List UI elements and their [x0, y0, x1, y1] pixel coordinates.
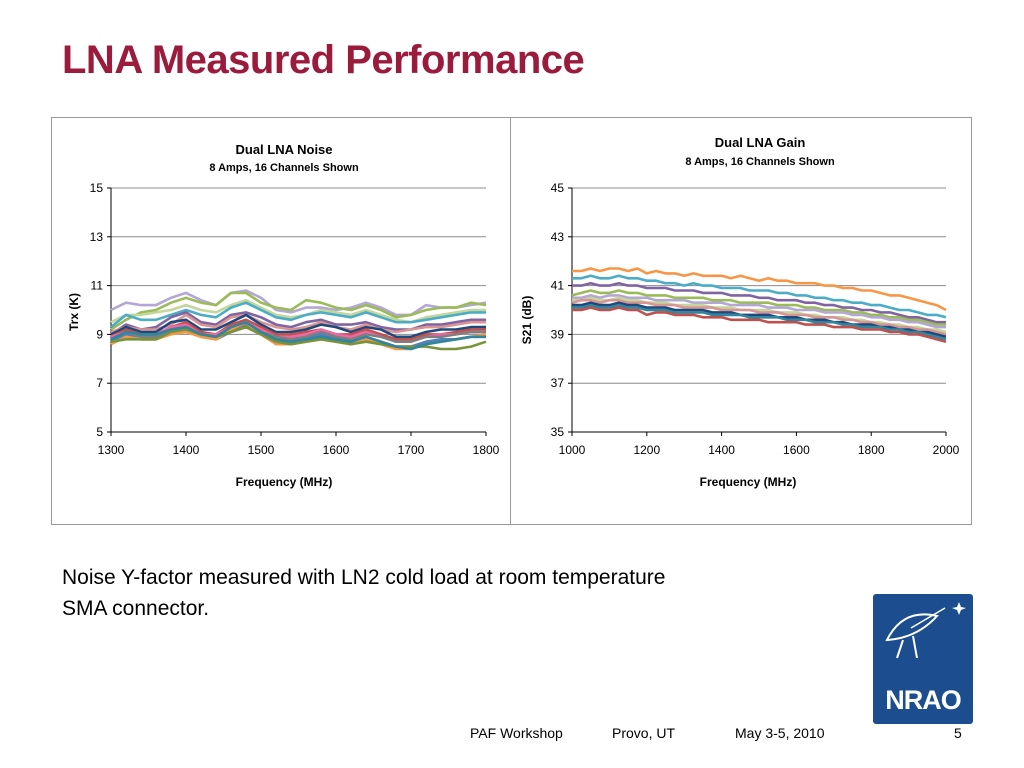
noise-series-line-14: [110, 320, 486, 351]
noise-xtick-label: 1800: [473, 443, 500, 457]
gain-series-line-1: [572, 267, 947, 312]
noise-series-line-7: [110, 313, 486, 339]
gain-series-line-9: [572, 303, 947, 341]
chart-frame: [51, 117, 972, 525]
gain-ytick-label: 35: [551, 425, 565, 439]
gain-xtick-label: 1400: [708, 443, 735, 457]
gain-ytick-label: 37: [551, 376, 565, 390]
noise-chart-xlabel: Frequency (MHz): [236, 475, 333, 489]
gain-series-line-7: [571, 298, 947, 336]
gain-chart: Dual LNA Gain 8 Amps, 16 Channels Shown …: [520, 135, 960, 489]
slide-title: LNA Measured Performance: [62, 38, 585, 82]
logo-text: NRAO: [885, 685, 962, 715]
gain-ytick-label: 39: [551, 327, 565, 341]
noise-series-line-2: [110, 291, 487, 331]
gain-series-line-2: [572, 274, 947, 319]
footer-date: May 3-5, 2010: [735, 725, 825, 741]
noise-chart-ylabel: Trx (K): [67, 293, 81, 331]
chart-divider: [510, 117, 511, 525]
noise-chart: Dual LNA Noise 8 Amps, 16 Channels Shown…: [67, 142, 500, 489]
noise-ytick-label: 5: [96, 425, 103, 439]
gain-ytick-label: 43: [551, 230, 565, 244]
noise-series-line-4: [110, 301, 486, 329]
radio-dish-icon: [885, 602, 966, 659]
footer-event: PAF Workshop: [470, 725, 563, 741]
gain-chart-plot: 35 37 39 41 43 45 1000 1200 1400 1600 1800 2000: [551, 181, 960, 457]
gain-xtick-label: 1800: [858, 443, 885, 457]
noise-xtick-label: 1600: [323, 443, 350, 457]
gain-series-line-4: [571, 289, 946, 326]
gain-series-line-5: [572, 294, 946, 329]
noise-ytick-label: 7: [96, 376, 103, 390]
gain-xtick-label: 1600: [783, 443, 810, 457]
gain-series-line-10: [572, 306, 947, 343]
noise-series-line-5: [110, 311, 486, 336]
noise-ytick-label: 13: [90, 230, 104, 244]
noise-xtick-label: 1300: [98, 443, 125, 457]
noise-chart-title: Dual LNA Noise: [235, 142, 332, 157]
gain-series-line-6: [572, 296, 947, 334]
gain-chart-subtitle: 8 Amps, 16 Channels Shown: [685, 156, 835, 168]
gain-chart-title: Dual LNA Gain: [715, 135, 806, 150]
gain-chart-xlabel: Frequency (MHz): [700, 475, 797, 489]
noise-chart-plot: 5 7 9 11 13 15 1300 1400 1500 1600 1700 1800: [90, 181, 500, 457]
noise-series-line-1: [110, 289, 487, 317]
noise-ytick-label: 9: [96, 327, 103, 341]
gain-xtick-label: 1000: [559, 443, 586, 457]
gain-xtick-label: 2000: [933, 443, 960, 457]
noise-ytick-label: 11: [91, 279, 104, 293]
noise-ytick-label: 15: [90, 181, 104, 195]
nrao-logo: NRAO: [873, 594, 973, 724]
gain-ytick-label: 45: [551, 181, 565, 195]
footer-page-number: 5: [954, 725, 962, 741]
noise-series-line-13: [110, 325, 487, 351]
noise-xtick-label: 1400: [173, 443, 200, 457]
footer-location: Provo, UT: [612, 725, 676, 741]
gain-ytick-label: 41: [551, 279, 565, 293]
slide-caption: Noise Y-factor measured with LN2 cold lo…: [62, 566, 666, 620]
gain-series-line-3: [572, 281, 946, 324]
noise-xtick-label: 1500: [248, 443, 275, 457]
noise-chart-subtitle: 8 Amps, 16 Channels Shown: [209, 162, 359, 174]
gain-chart-ylabel: S21 (dB): [520, 296, 534, 345]
noise-xtick-label: 1700: [398, 443, 425, 457]
gain-xtick-label: 1200: [633, 443, 660, 457]
